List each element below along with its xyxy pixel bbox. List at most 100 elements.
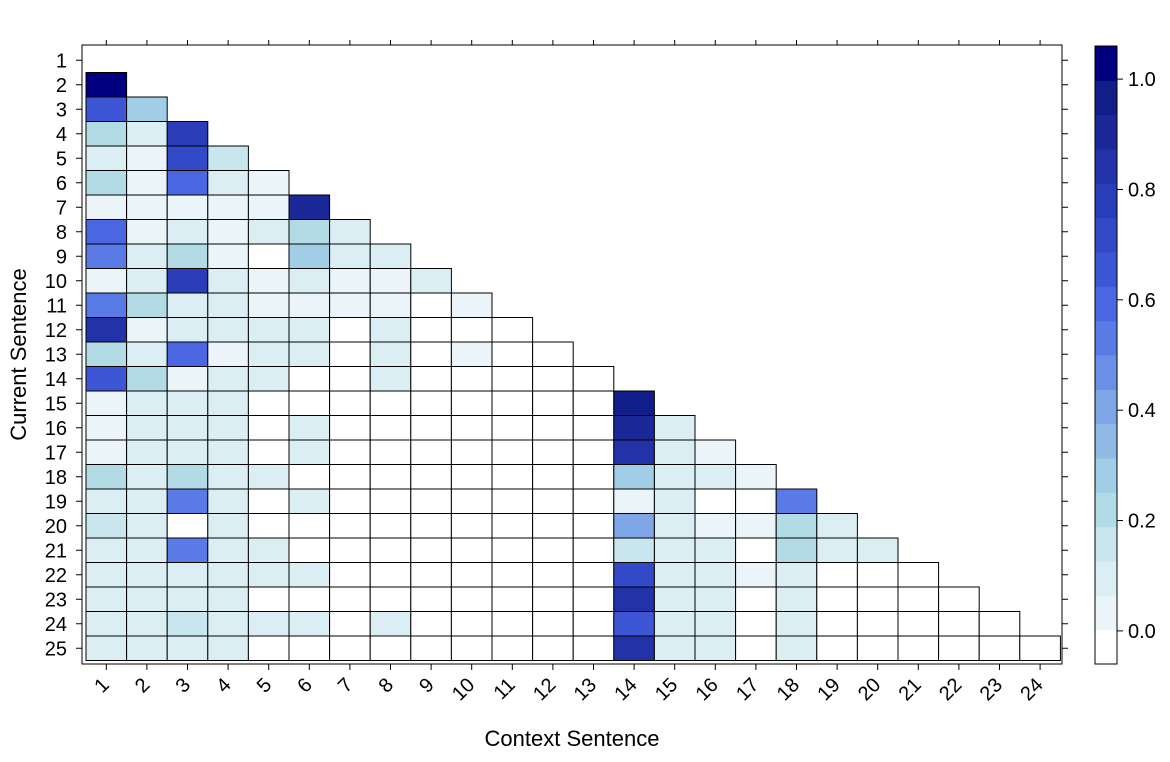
- heatmap-cell: [532, 488, 574, 514]
- y-tick-label: 4: [56, 124, 67, 146]
- heatmap-cell: [735, 513, 777, 539]
- y-axis-title: Current Sentence: [6, 268, 31, 440]
- heatmap-cell: [816, 635, 858, 661]
- heatmap-cell: [369, 268, 412, 294]
- heatmap-cell: [329, 439, 371, 465]
- x-tick-label: 12: [529, 674, 560, 705]
- heatmap-cell: [288, 439, 331, 465]
- x-tick-label: 16: [692, 674, 723, 705]
- heatmap-cell: [694, 464, 737, 490]
- heatmap-cell: [613, 562, 655, 588]
- heatmap-cell: [410, 611, 452, 637]
- heatmap-cell: [816, 562, 858, 588]
- heatmap-cell: [410, 317, 452, 343]
- heatmap-cell: [247, 170, 290, 196]
- heatmap-cell: [938, 635, 980, 661]
- heatmap-cell: [207, 439, 249, 465]
- heatmap-cell: [572, 586, 615, 612]
- heatmap-cell: [207, 586, 249, 612]
- heatmap-cell: [126, 611, 168, 637]
- heatmap-cell: [491, 513, 534, 539]
- x-tick-label: 23: [976, 674, 1007, 705]
- heatmap-cell: [207, 611, 249, 637]
- heatmap-cell: [856, 537, 899, 563]
- heatmap-cell: [166, 439, 209, 465]
- x-tick-label: 8: [375, 674, 398, 697]
- heatmap-cell: [653, 439, 696, 465]
- x-tick-label: 15: [651, 674, 682, 705]
- heatmap-cell: [653, 586, 696, 612]
- heatmap-cell: [613, 488, 655, 514]
- heatmap-cell: [126, 513, 168, 539]
- heatmap-cell: [288, 488, 331, 514]
- heatmap-cell: [247, 513, 290, 539]
- heatmap-cell: [653, 415, 696, 441]
- heatmap-cell: [613, 586, 655, 612]
- heatmap-cell: [85, 439, 128, 465]
- heatmap-cell: [694, 635, 737, 661]
- heatmap-cell: [126, 243, 168, 269]
- heatmap-cell: [491, 464, 534, 490]
- x-tick-label: 20: [854, 674, 885, 705]
- heatmap-cell: [410, 292, 452, 318]
- colorbar-swatch: [1095, 423, 1117, 459]
- heatmap-cell: [775, 537, 818, 563]
- heatmap-cell: [735, 611, 777, 637]
- heatmap-cell: [450, 366, 493, 392]
- heatmap-cell: [85, 268, 128, 294]
- heatmap-cell: [856, 611, 899, 637]
- y-tick-label: 8: [56, 222, 67, 244]
- heatmap-cell: [207, 488, 249, 514]
- heatmap-cell: [329, 219, 371, 245]
- heatmap-cell: [166, 611, 209, 637]
- y-tick-label: 14: [45, 369, 67, 391]
- y-tick-label: 20: [45, 516, 67, 538]
- heatmap-cell: [572, 390, 615, 416]
- heatmap-cell: [288, 635, 331, 661]
- heatmap-cell: [450, 635, 493, 661]
- heatmap-cell: [247, 268, 290, 294]
- heatmap-cell: [653, 464, 696, 490]
- y-tick-label: 12: [45, 320, 67, 342]
- heatmap-cell: [247, 317, 290, 343]
- heatmap-cell: [329, 268, 371, 294]
- heatmap-cell: [450, 537, 493, 563]
- heatmap-cell: [856, 586, 899, 612]
- colorbar-swatch: [1095, 389, 1117, 425]
- heatmap-cell: [369, 635, 412, 661]
- heatmap-cell: [369, 292, 412, 318]
- heatmap-cell: [816, 611, 858, 637]
- y-tick-label: 23: [45, 589, 67, 611]
- heatmap-cell: [166, 219, 209, 245]
- heatmap-cell: [247, 243, 290, 269]
- heatmap-cell: [247, 292, 290, 318]
- heatmap-cell: [613, 439, 655, 465]
- heatmap-cell: [85, 586, 128, 612]
- heatmap-cell: [978, 635, 1021, 661]
- y-tick-label: 19: [45, 491, 67, 513]
- heatmap-cell: [207, 170, 249, 196]
- colorbar-swatch: [1095, 286, 1117, 322]
- heatmap-cell: [126, 464, 168, 490]
- heatmap-cell: [166, 537, 209, 563]
- colorbar-swatch: [1095, 46, 1117, 81]
- heatmap-cell: [166, 513, 209, 539]
- heatmap-cell: [85, 170, 128, 196]
- heatmap-cell: [288, 268, 331, 294]
- heatmap-cell: [85, 488, 128, 514]
- heatmap-cell: [694, 488, 737, 514]
- heatmap-cell: [126, 170, 168, 196]
- heatmap-cell: [856, 635, 899, 661]
- heatmap-cell: [126, 268, 168, 294]
- heatmap-cell: [288, 243, 331, 269]
- heatmap-cell: [572, 611, 615, 637]
- heatmap-cell: [532, 439, 574, 465]
- y-tick-label: 17: [45, 442, 67, 464]
- y-tick-label: 11: [46, 295, 67, 317]
- heatmap-cell: [85, 415, 128, 441]
- heatmap-cell: [126, 219, 168, 245]
- heatmap-cell: [85, 121, 128, 147]
- colorbar-tick-label: 0.0: [1128, 621, 1156, 643]
- x-tick-label: 17: [732, 674, 763, 705]
- heatmap-cell: [288, 390, 331, 416]
